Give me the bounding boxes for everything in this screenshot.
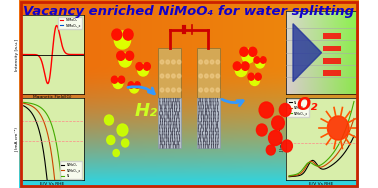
Circle shape — [256, 124, 267, 136]
Bar — [197, 48, 220, 98]
Bar — [158, 48, 181, 98]
Circle shape — [112, 76, 118, 83]
Circle shape — [279, 104, 291, 117]
Circle shape — [233, 62, 241, 70]
Circle shape — [249, 47, 257, 56]
Circle shape — [144, 63, 150, 70]
Circle shape — [166, 74, 169, 78]
Circle shape — [255, 73, 261, 80]
Circle shape — [177, 60, 181, 64]
Circle shape — [115, 31, 130, 49]
Circle shape — [177, 74, 181, 78]
Circle shape — [199, 88, 203, 92]
Circle shape — [242, 49, 255, 63]
Circle shape — [199, 60, 203, 64]
Circle shape — [210, 60, 214, 64]
Circle shape — [119, 53, 132, 67]
Circle shape — [136, 63, 143, 70]
Circle shape — [107, 136, 115, 145]
Circle shape — [138, 64, 149, 76]
Circle shape — [113, 77, 123, 89]
Circle shape — [160, 60, 164, 64]
Bar — [158, 98, 181, 148]
Circle shape — [113, 149, 119, 156]
Circle shape — [250, 74, 260, 86]
Circle shape — [260, 57, 266, 63]
Circle shape — [160, 88, 164, 92]
Circle shape — [135, 82, 140, 88]
Circle shape — [210, 74, 214, 78]
Circle shape — [172, 88, 175, 92]
Circle shape — [259, 102, 274, 118]
Circle shape — [268, 130, 282, 146]
Circle shape — [128, 82, 134, 88]
Circle shape — [216, 60, 220, 64]
Circle shape — [272, 116, 284, 130]
Text: O₂: O₂ — [296, 96, 318, 114]
Text: Vacancy enriched NiMoO₄ for water splitting: Vacancy enriched NiMoO₄ for water splitt… — [23, 5, 355, 17]
Circle shape — [204, 60, 208, 64]
Circle shape — [266, 145, 275, 155]
Circle shape — [248, 73, 254, 80]
Circle shape — [172, 74, 175, 78]
Circle shape — [125, 51, 133, 60]
Circle shape — [104, 115, 113, 125]
Circle shape — [240, 47, 248, 56]
Circle shape — [210, 88, 214, 92]
Circle shape — [204, 74, 208, 78]
Circle shape — [216, 74, 220, 78]
Circle shape — [122, 139, 129, 147]
Text: H₂: H₂ — [134, 102, 157, 120]
Circle shape — [166, 60, 169, 64]
Circle shape — [172, 60, 175, 64]
Circle shape — [117, 51, 125, 60]
Circle shape — [242, 62, 249, 70]
Circle shape — [123, 29, 133, 40]
Circle shape — [199, 74, 203, 78]
Circle shape — [235, 64, 247, 77]
Circle shape — [204, 88, 208, 92]
Circle shape — [112, 29, 122, 40]
Circle shape — [216, 88, 220, 92]
Circle shape — [117, 124, 128, 136]
Circle shape — [256, 58, 265, 68]
Circle shape — [130, 83, 139, 93]
Circle shape — [254, 57, 260, 63]
Circle shape — [160, 74, 164, 78]
Circle shape — [177, 88, 181, 92]
Circle shape — [118, 76, 125, 83]
Bar — [197, 98, 220, 148]
Circle shape — [282, 140, 293, 152]
Circle shape — [327, 116, 349, 140]
Circle shape — [166, 88, 169, 92]
